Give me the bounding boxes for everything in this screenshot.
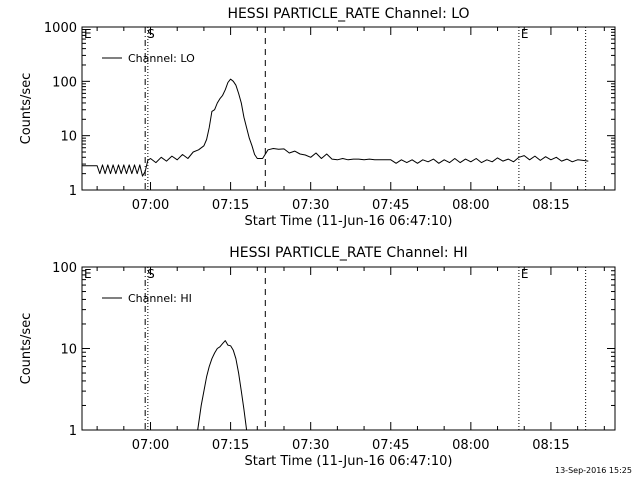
panel-2-x-tick-label: 07:45: [372, 438, 409, 453]
panel-1-y-tick-label: 100: [52, 75, 77, 90]
panel-1-x-tick-label: 07:15: [212, 198, 249, 213]
panel-2-series-line-1: [197, 340, 248, 431]
panel-1-event-marker-label: E: [521, 27, 529, 41]
panel-1-event-marker-label: E: [84, 27, 92, 41]
panel-2-x-tick-label: 07:00: [132, 438, 169, 453]
panel-1-y-tick-label: 10: [60, 130, 77, 145]
panel-1-y-tick-label: 1: [69, 184, 77, 199]
panel-2-y-tick-label: 1: [69, 424, 77, 439]
panel-2-event-marker-label: E: [84, 267, 92, 281]
panel-2-event-marker-label: S: [147, 267, 155, 281]
panel-1-x-tick-label: 07:00: [132, 198, 169, 213]
panel-1-series-line-1: [82, 78, 589, 177]
panel-1-event-marker-label: S: [147, 27, 155, 41]
panel-1-y-axis-label: Counts/sec: [19, 73, 34, 145]
panel-1-x-axis-label: Start Time (11-Jun-16 06:47:10): [245, 214, 453, 229]
footer-timestamp: 13-Sep-2016 15:25: [555, 466, 632, 475]
panel-1-x-tick-label: 07:45: [372, 198, 409, 213]
panel-2-x-axis-label: Start Time (11-Jun-16 06:47:10): [245, 454, 453, 469]
panel-2-legend-label: Channel: HI: [128, 292, 192, 305]
panel-2-y-axis-label: Counts/sec: [19, 313, 34, 385]
panel-1-x-tick-label: 07:30: [292, 198, 329, 213]
panel-1-chart-title: HESSI PARTICLE_RATE Channel: LO: [227, 6, 469, 22]
panel-2-x-tick-label: 07:30: [292, 438, 329, 453]
panel-2-y-tick-label: 10: [60, 343, 77, 358]
panel-1-legend-label: Channel: LO: [128, 52, 195, 65]
panel-2-y-tick-label: 100: [52, 261, 77, 276]
panel-1-y-tick-label: 1000: [44, 21, 77, 36]
panel-2-x-tick-label: 08:00: [452, 438, 489, 453]
panel-2-x-tick-label: 08:15: [532, 438, 569, 453]
panel-1-x-tick-label: 08:00: [452, 198, 489, 213]
panel-2-event-marker-label: E: [521, 267, 529, 281]
panel-2-x-tick-label: 07:15: [212, 438, 249, 453]
panel-1-x-tick-label: 08:15: [532, 198, 569, 213]
panel-2-chart-title: HESSI PARTICLE_RATE Channel: HI: [229, 245, 467, 261]
